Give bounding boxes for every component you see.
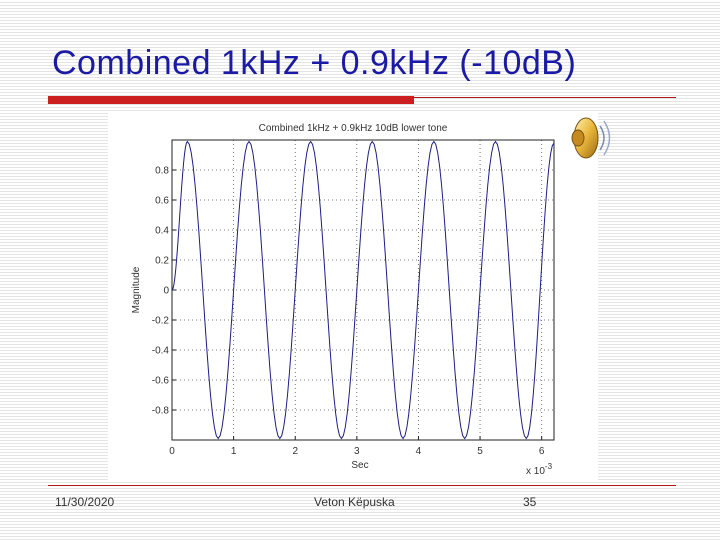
y-tick-label: 0.4 (155, 226, 169, 237)
x-axis-multiplier: x 10-3 (526, 462, 553, 477)
chart-svg: 0 1 2 3 4 5 6 0.8 0.6 0.4 0.2 0 -0.2 -0.4 -0.6 -0.8 Com… (131, 123, 555, 477)
chart-title: Combined 1kHz + 0.9kHz 10dB lower tone (259, 123, 448, 134)
x-axis-label: Sec (351, 460, 368, 471)
y-tick-label: -0.4 (152, 346, 170, 357)
x-tick-label: 3 (354, 446, 360, 457)
x-tick-label: 0 (169, 446, 175, 457)
y-tick-label: -0.6 (152, 376, 170, 387)
chart-ticks: 0 1 2 3 4 5 6 0.8 0.6 0.4 0.2 0 -0.2 -0.4 -0.6 -0.8 (152, 166, 545, 458)
series-line (171, 140, 555, 440)
x-tick-label: 2 (292, 446, 298, 457)
footer-page-number: 35 (523, 495, 537, 509)
slide-title: Combined 1kHz + 0.9kHz (-10dB) (52, 44, 577, 82)
y-tick-label: 0.2 (155, 256, 169, 267)
x-tick-label: 4 (416, 446, 422, 457)
y-axis-label: Magnitude (131, 266, 142, 313)
y-tick-label: -0.2 (152, 316, 170, 327)
x-tick-label: 5 (477, 446, 483, 457)
y-tick-label: -0.8 (152, 406, 170, 417)
y-tick-label: 0.8 (155, 166, 169, 177)
y-tick-label: 0.6 (155, 196, 169, 207)
x-tick-label: 6 (539, 446, 545, 457)
chart-figure: 0 1 2 3 4 5 6 0.8 0.6 0.4 0.2 0 -0.2 -0.4 -0.6 -0.8 Com… (108, 112, 598, 482)
title-accent-bar (48, 96, 414, 104)
footer-author: Veton Këpuska (314, 495, 395, 509)
footer-date: 11/30/2020 (55, 495, 115, 509)
y-tick-label: 0 (163, 286, 169, 297)
x-tick-label: 1 (231, 446, 237, 457)
speaker-icon[interactable] (562, 112, 614, 162)
chart-series-layer (171, 140, 555, 440)
footer-divider-line (48, 485, 676, 486)
chart-grid (172, 140, 554, 440)
